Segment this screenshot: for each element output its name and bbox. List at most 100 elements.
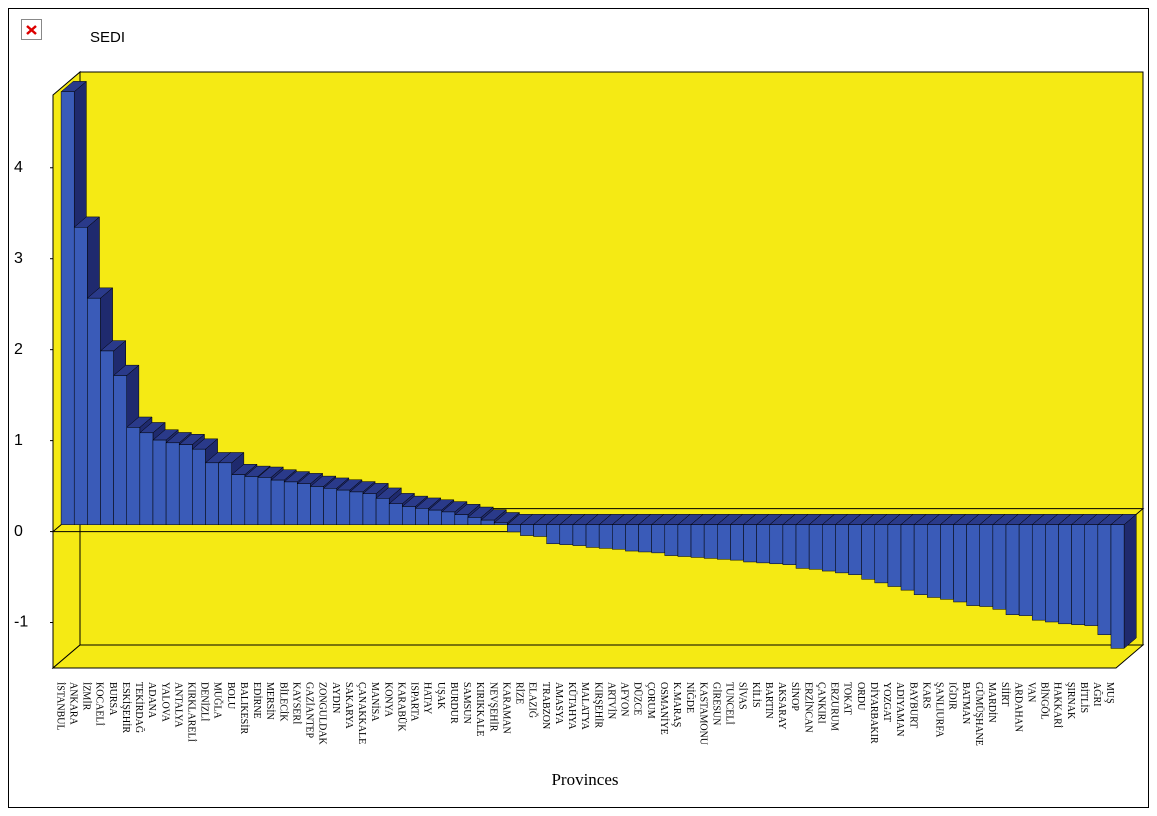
x-tick-label: BOLU <box>225 682 236 710</box>
bar <box>113 375 127 525</box>
x-tick-label: MUŞ <box>1104 682 1115 704</box>
bar <box>454 514 469 525</box>
bar <box>349 491 364 525</box>
x-tick-label: ERZİNCAN <box>802 682 814 733</box>
x-axis-label: Provinces <box>551 770 618 789</box>
bar <box>1031 524 1046 621</box>
bar <box>717 524 731 560</box>
bar <box>533 524 547 537</box>
bar <box>874 524 889 584</box>
bar <box>480 519 495 525</box>
x-tick-label: MUĞLA <box>212 682 224 719</box>
x-tick-label: KÜTAHYA <box>566 682 578 730</box>
x-tick-label: KIRŞEHİR <box>592 682 604 728</box>
bar <box>1058 524 1072 625</box>
x-tick-label: TOKAT <box>842 682 853 715</box>
bar <box>940 524 954 600</box>
x-tick-label: ANTALYA <box>172 682 183 728</box>
x-tick-label: DÜZCE <box>632 682 644 715</box>
x-tick-label: BATMAN <box>960 682 971 724</box>
x-tick-label: KARS <box>920 682 931 709</box>
x-tick-label: UŞAK <box>435 682 446 710</box>
x-tick-label: KIRKLARELİ <box>185 682 197 742</box>
chart-title: SEDI <box>90 29 125 46</box>
bar <box>336 489 351 525</box>
y-tick-label: 0 <box>14 523 23 540</box>
bar <box>1005 524 1020 615</box>
bar <box>283 481 298 525</box>
x-tick-label: RİZE <box>514 682 526 704</box>
x-tick-label: ANKARA <box>67 682 78 726</box>
x-tick-label: İSTANBUL <box>54 682 66 731</box>
bar <box>966 524 980 606</box>
x-tick-label: DENİZLİ <box>199 682 211 721</box>
x-tick-label: SİVAS <box>737 682 749 710</box>
bar <box>323 488 337 525</box>
x-tick-label: YOZGAT <box>881 682 892 722</box>
x-tick-label: ÇANAKKALE <box>356 682 367 744</box>
x-tick-label: AYDIN <box>330 682 341 713</box>
bar <box>205 462 219 525</box>
x-tick-label: AMASYA <box>553 682 564 725</box>
bar <box>1110 524 1125 649</box>
icon-cross <box>26 25 37 35</box>
x-tick-label: GİRESUN <box>710 682 722 725</box>
x-tick-label: VAN <box>1025 682 1036 702</box>
bar <box>139 432 154 525</box>
x-tick-label: BURDUR <box>448 682 459 724</box>
bar <box>231 474 246 525</box>
x-tick-label: TUNCELİ <box>724 682 736 725</box>
bar <box>953 524 967 603</box>
x-tick-label: ELAZIĞ <box>527 682 539 718</box>
bar <box>362 493 377 525</box>
bar <box>703 524 718 559</box>
bar <box>402 506 416 525</box>
bar <box>743 524 757 563</box>
bar <box>87 297 101 525</box>
x-tick-label: KİLİS <box>750 682 762 708</box>
x-tick-label: KAYSERİ <box>290 682 302 724</box>
bar <box>795 524 810 569</box>
y-tick-label: 2 <box>14 341 23 358</box>
bar <box>782 524 797 565</box>
x-tick-label: TRABZON <box>540 682 551 729</box>
bar <box>388 503 403 525</box>
bar <box>493 522 508 525</box>
y-tick-label: -1 <box>14 614 28 631</box>
x-tick-label: BALIKESİR <box>238 682 250 735</box>
x-tick-label: ORDU <box>855 682 866 711</box>
bar <box>165 442 180 525</box>
bar <box>428 509 442 525</box>
bar <box>822 524 836 572</box>
broken-image-icon <box>21 19 42 40</box>
bar-side <box>1123 513 1137 649</box>
bar <box>1097 524 1112 635</box>
bar <box>808 524 823 570</box>
bar <box>218 462 232 525</box>
x-tick-label: NİĞDE <box>684 682 696 713</box>
y-tick-label: 3 <box>14 250 23 267</box>
bar <box>192 448 206 525</box>
x-tick-label: SİİRT <box>999 682 1011 706</box>
bar <box>900 524 915 591</box>
bar <box>979 524 994 607</box>
x-tick-label: ÇORUM <box>645 682 656 719</box>
bar <box>861 524 876 580</box>
x-tick-label: ARTVİN <box>605 682 617 719</box>
x-tick-label: MANİSA <box>369 682 381 722</box>
bar <box>297 483 311 525</box>
bar <box>60 91 75 525</box>
bar <box>1084 524 1099 626</box>
x-tick-label: HAKKARİ <box>1052 682 1064 728</box>
bar <box>572 524 587 546</box>
x-tick-label: BAYBURT <box>907 682 918 728</box>
bar <box>769 524 784 565</box>
x-tick-label: MERSİN <box>264 682 276 720</box>
bar <box>992 524 1007 610</box>
x-tick-label: ARDAHAN <box>1012 682 1023 732</box>
bar <box>559 524 574 545</box>
x-tick-label: AFYON <box>619 682 630 716</box>
bar <box>441 511 456 525</box>
y-tick-label: 4 <box>14 159 23 176</box>
bar <box>835 524 849 574</box>
